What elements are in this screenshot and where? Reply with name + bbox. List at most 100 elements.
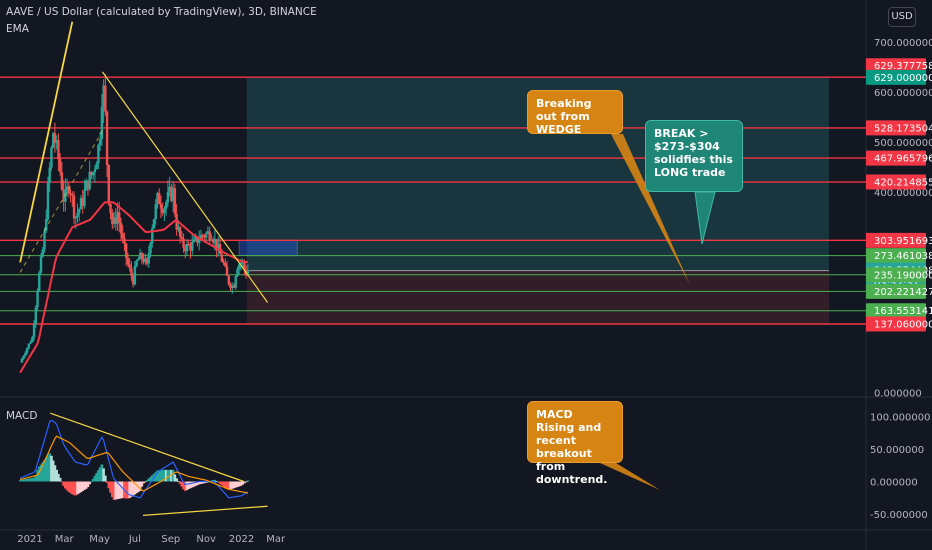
macd-histogram-bar — [100, 464, 104, 482]
candle-body — [215, 238, 218, 251]
candle-body — [178, 227, 182, 237]
candle-body — [196, 236, 199, 244]
candle-body — [194, 236, 197, 240]
macd-histogram-bar — [178, 481, 182, 484]
macd-callout: MACD Rising and recent breakout from dow… — [527, 401, 623, 486]
macd-histogram-bar — [79, 481, 83, 493]
macd-histogram-bar — [110, 481, 114, 498]
candle-body — [218, 243, 222, 254]
macd-histogram-bar — [171, 469, 175, 482]
macd-histogram — [18, 453, 250, 500]
candle-body — [111, 212, 114, 224]
macd-histogram-bar — [230, 481, 234, 489]
macd-histogram-bar — [105, 481, 109, 483]
candle-body — [38, 272, 41, 291]
macd-histogram-bar — [22, 479, 25, 482]
macd-histogram-bar — [39, 464, 43, 482]
macd-histogram-bar — [20, 479, 24, 482]
candle-body — [220, 253, 224, 262]
macd-signal-line[interactable] — [19, 435, 249, 494]
macd-histogram-bar — [114, 481, 118, 500]
candle-body — [71, 194, 74, 196]
ema-indicator-label[interactable]: EMA — [6, 23, 29, 35]
break-zone-box[interactable] — [238, 239, 298, 257]
price-trendline[interactable] — [101, 71, 269, 303]
candle-body — [88, 171, 91, 190]
macd-histogram-bar — [201, 481, 204, 484]
price-level-value: 629.377758 — [874, 61, 932, 72]
macd-histogram-bar — [48, 453, 52, 482]
long-stop-zone[interactable] — [246, 270, 829, 324]
candle-body — [130, 267, 133, 276]
macd-histogram-bar — [60, 481, 64, 483]
macd-histogram-bar — [130, 481, 133, 497]
candle-body — [31, 337, 34, 343]
macd-histogram-bar — [175, 478, 178, 482]
candle-body — [147, 253, 150, 264]
candle-body — [112, 217, 116, 224]
candle-body — [60, 171, 64, 190]
macd-histogram-bar — [109, 481, 112, 493]
candle-body — [76, 212, 79, 217]
candle-body — [149, 243, 152, 254]
candle-body — [182, 238, 185, 248]
currency-button[interactable]: USD — [888, 7, 916, 27]
macd-histogram-bar — [220, 481, 224, 485]
macd-tick-label: -50.000000 — [870, 510, 928, 521]
macd-histogram-bar — [24, 479, 27, 482]
candle-body — [58, 159, 62, 172]
candle-body — [246, 270, 250, 276]
price-level-value: 273.461038 — [874, 251, 932, 262]
macd-histogram-bar — [189, 481, 192, 489]
macd-histogram-bar — [34, 475, 38, 482]
macd-histogram-bar — [36, 470, 39, 482]
macd-histogram-bar — [187, 481, 191, 489]
candle-body — [227, 275, 230, 284]
candle-body — [48, 167, 51, 183]
price-level-label: 273.461038 — [866, 248, 932, 264]
macd-histogram-bar — [163, 469, 166, 482]
macd-histogram-bar — [84, 481, 88, 489]
candle-body — [204, 233, 208, 238]
macd-histogram-bar — [77, 481, 81, 494]
candle-body — [102, 85, 105, 108]
candle-body — [41, 249, 44, 257]
macd-histogram-bar — [144, 481, 147, 483]
candle-body — [144, 258, 147, 263]
candle-body — [29, 342, 32, 344]
macd-trendline[interactable] — [142, 505, 268, 516]
candle-body — [187, 243, 190, 246]
price-tick-label: 600.000000 — [874, 88, 932, 99]
macd-histogram-bar — [102, 468, 105, 482]
candle-body — [237, 264, 241, 269]
macd-histogram-bar — [74, 481, 78, 496]
macd-histogram-bar — [194, 481, 198, 486]
candle-body — [72, 195, 76, 219]
macd-histogram-bar — [43, 460, 46, 482]
candle-body — [138, 253, 142, 260]
macd-histogram-bar — [177, 481, 180, 482]
candle-body — [25, 348, 29, 353]
candle-body — [210, 239, 213, 241]
macd-histogram-bar — [107, 481, 111, 489]
candle-body — [119, 222, 123, 234]
macd-indicator-label[interactable]: MACD — [6, 410, 38, 422]
candle-body — [65, 186, 69, 190]
candle-body — [192, 239, 196, 242]
candle-body — [154, 204, 157, 220]
candle-body — [185, 243, 189, 252]
price-level-label: 420.214855 — [866, 174, 932, 190]
macd-histogram-bar — [67, 481, 71, 492]
time-tick-label: May — [89, 534, 110, 545]
candle-body — [32, 323, 36, 338]
candle-body — [27, 343, 31, 349]
macd-trendline[interactable] — [50, 412, 245, 483]
macd-histogram-bar — [180, 481, 184, 487]
macd-histogram-bar — [81, 481, 85, 491]
ema-line[interactable] — [19, 201, 249, 374]
macd-histogram-bar — [27, 478, 31, 482]
macd-histogram-bar — [199, 481, 203, 484]
price-trendline[interactable] — [19, 21, 74, 263]
candle-body — [55, 140, 58, 144]
